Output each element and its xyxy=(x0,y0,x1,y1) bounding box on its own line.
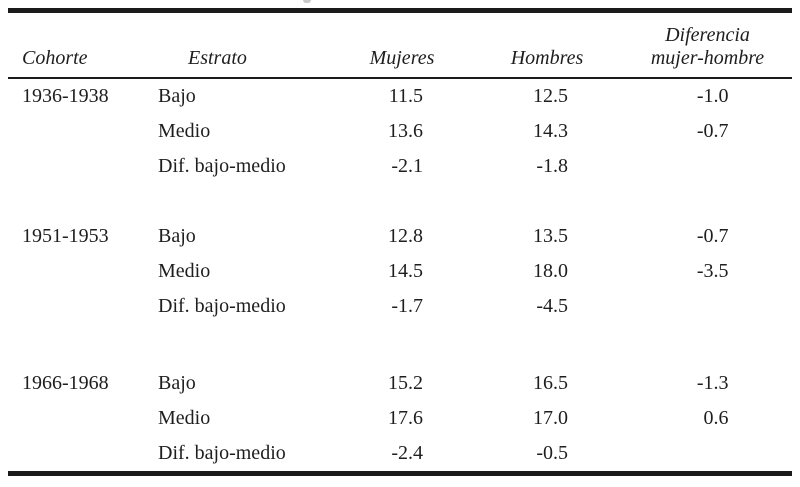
hombres-cell: -4.5 xyxy=(471,289,623,324)
diferencia-cell xyxy=(623,436,792,474)
mujeres-value: -2.4 xyxy=(391,442,423,464)
group-separator xyxy=(8,184,792,219)
diferencia-cell xyxy=(623,149,792,184)
hombres-value: 18.0 xyxy=(533,260,568,282)
hombres-cell: -0.5 xyxy=(471,436,623,474)
hombres-cell: 17.0 xyxy=(471,401,623,436)
diferencia-value: -0.7 xyxy=(696,225,729,247)
col-header-diferencia-line1: Diferencia xyxy=(665,24,750,46)
estrato-cell: Dif. bajo-medio xyxy=(158,155,286,177)
mujeres-cell: 12.8 xyxy=(333,219,471,254)
estrato-cell: Bajo xyxy=(158,85,196,107)
cohort-label-empty xyxy=(8,149,158,184)
mujeres-cell: 17.6 xyxy=(333,401,471,436)
diferencia-cell: -3.5 xyxy=(623,254,792,289)
diferencia-cell: -0.7 xyxy=(623,219,792,254)
hombres-value: -4.5 xyxy=(536,295,568,317)
hombres-value: -1.8 xyxy=(536,155,568,177)
mujeres-value: 12.8 xyxy=(388,225,423,247)
header-row: Cohorte Estrato Mujeres Hombres Diferenc… xyxy=(8,10,792,79)
hombres-value: 17.0 xyxy=(533,407,568,429)
hombres-value: -0.5 xyxy=(536,442,568,464)
cohort-label-empty xyxy=(8,254,158,289)
estrato-cell: Medio xyxy=(158,260,211,282)
table-row: 1936-1938 Bajo 11.5 12.5 -1.0 xyxy=(8,78,792,114)
diferencia-value: 0.6 xyxy=(703,407,729,429)
table-row: 1951-1953 Bajo 12.8 13.5 -0.7 xyxy=(8,219,792,254)
mujeres-cell: 15.2 xyxy=(333,366,471,401)
diferencia-value: -1.0 xyxy=(696,85,729,107)
hombres-cell: 13.5 xyxy=(471,219,623,254)
diferencia-value: -0.7 xyxy=(696,120,729,142)
mujeres-cell: 11.5 xyxy=(333,78,471,114)
col-header-hombres: Hombres xyxy=(471,10,623,79)
hombres-value: 13.5 xyxy=(533,225,568,247)
cohort-label-empty xyxy=(8,289,158,324)
mujeres-value: 15.2 xyxy=(388,372,423,394)
table-row: Medio 17.6 17.0 0.6 xyxy=(8,401,792,436)
mujeres-cell: -2.1 xyxy=(333,149,471,184)
mujeres-value: 13.6 xyxy=(388,120,423,142)
estrato-cell: Medio xyxy=(158,120,211,142)
col-header-estrato: Estrato xyxy=(158,10,333,79)
table-row: Medio 13.6 14.3 -0.7 xyxy=(8,114,792,149)
hombres-cell: 18.0 xyxy=(471,254,623,289)
hombres-value: 16.5 xyxy=(533,372,568,394)
estrato-cell: Dif. bajo-medio xyxy=(158,442,286,464)
estrato-cell: Dif. bajo-medio xyxy=(158,295,286,317)
diferencia-cell: -1.0 xyxy=(623,78,792,114)
hombres-cell: 14.3 xyxy=(471,114,623,149)
hombres-value: 14.3 xyxy=(533,120,568,142)
estrato-cell: Bajo xyxy=(158,225,196,247)
diferencia-value: -3.5 xyxy=(696,260,729,282)
col-header-cohorte: Cohorte xyxy=(8,10,158,79)
table-row: Dif. bajo-medio -1.7 -4.5 xyxy=(8,289,792,324)
estrato-cell: Bajo xyxy=(158,372,196,394)
mujeres-value: 11.5 xyxy=(388,85,423,107)
cohort-label-empty xyxy=(8,436,158,474)
cohort-table: Cohorte Estrato Mujeres Hombres Diferenc… xyxy=(8,8,792,476)
cohort-label: 1936-1938 xyxy=(22,85,109,107)
cohort-label-empty xyxy=(8,114,158,149)
diferencia-cell: -0.7 xyxy=(623,114,792,149)
mujeres-value: -1.7 xyxy=(391,295,423,317)
mujeres-cell: 14.5 xyxy=(333,254,471,289)
mujeres-value: 14.5 xyxy=(388,260,423,282)
table-row: Medio 14.5 18.0 -3.5 xyxy=(8,254,792,289)
estrato-cell: Medio xyxy=(158,407,211,429)
table-row: Dif. bajo-medio -2.1 -1.8 xyxy=(8,149,792,184)
hombres-cell: -1.8 xyxy=(471,149,623,184)
group-separator xyxy=(8,324,792,366)
mujeres-value: 17.6 xyxy=(388,407,423,429)
diferencia-cell: -1.3 xyxy=(623,366,792,401)
mujeres-cell: -1.7 xyxy=(333,289,471,324)
table-row: 1966-1968 Bajo 15.2 16.5 -1.3 xyxy=(8,366,792,401)
diferencia-cell xyxy=(623,289,792,324)
hombres-cell: 16.5 xyxy=(471,366,623,401)
diferencia-cell: 0.6 xyxy=(623,401,792,436)
col-header-mujeres: Mujeres xyxy=(333,10,471,79)
mujeres-cell: 13.6 xyxy=(333,114,471,149)
col-header-diferencia-line2: mujer-hombre xyxy=(650,47,765,69)
table-row: Dif. bajo-medio -2.4 -0.5 xyxy=(8,436,792,474)
mujeres-value: -2.1 xyxy=(391,155,423,177)
hombres-cell: 12.5 xyxy=(471,78,623,114)
cropped-title-artifact xyxy=(303,0,311,3)
hombres-value: 12.5 xyxy=(533,85,568,107)
mujeres-cell: -2.4 xyxy=(333,436,471,474)
cohort-label: 1966-1968 xyxy=(22,372,109,394)
col-header-diferencia: Diferencia mujer-hombre xyxy=(623,10,792,79)
diferencia-value: -1.3 xyxy=(696,372,729,394)
cohort-label: 1951-1953 xyxy=(22,225,109,247)
cohort-label-empty xyxy=(8,401,158,436)
